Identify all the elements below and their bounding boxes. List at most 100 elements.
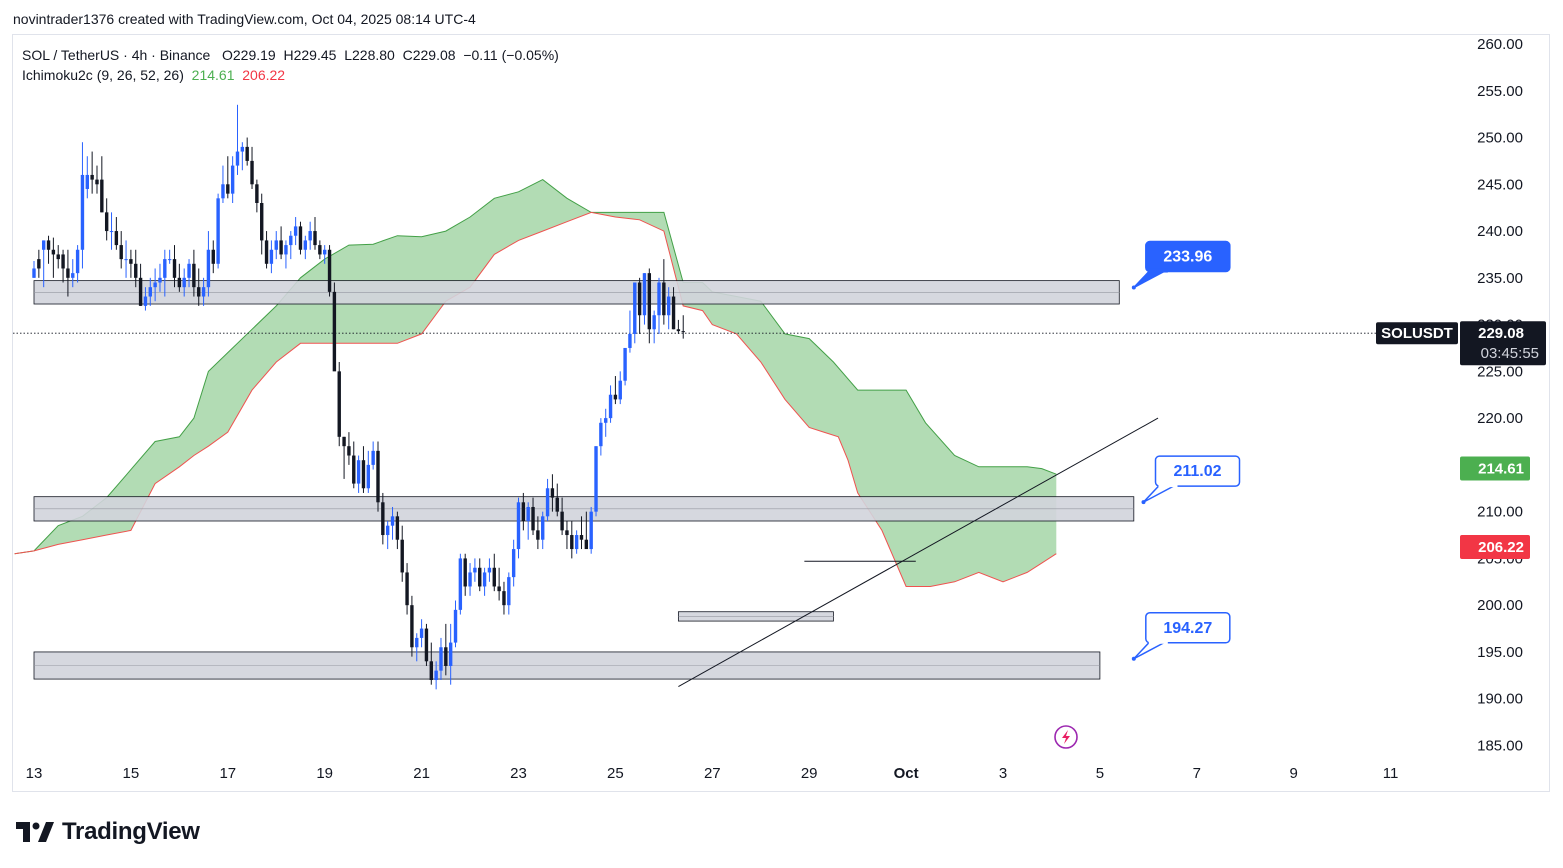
candle-body	[163, 259, 167, 278]
candle-60	[323, 245, 327, 264]
candle-body	[274, 240, 278, 250]
price-tick-label: 245.00	[1477, 176, 1523, 193]
candle-54	[293, 217, 298, 246]
candle-132	[671, 287, 676, 330]
candle-67	[356, 455, 361, 493]
candle-body	[235, 151, 240, 166]
candle-122	[623, 347, 627, 386]
candle-body	[662, 282, 666, 316]
candle-93	[482, 567, 487, 596]
candle-62	[332, 282, 337, 372]
candle-50	[274, 231, 278, 260]
candle-body	[298, 226, 303, 250]
candle-body	[681, 331, 685, 333]
candle-3	[46, 235, 51, 264]
time-tick-label: 23	[510, 765, 527, 782]
candle-75	[395, 511, 400, 550]
candle-body	[104, 212, 109, 232]
price-tick-label: 195.00	[1477, 644, 1523, 661]
candle-9	[75, 245, 80, 283]
callout-1[interactable]: 211.02	[1141, 455, 1241, 505]
candle-26	[158, 263, 162, 292]
candle-body	[637, 282, 642, 316]
candle-body	[434, 670, 438, 681]
candle-61	[327, 245, 332, 297]
candle-25	[153, 268, 157, 302]
symbol-title[interactable]: SOL / TetherUS · 4h · Binance	[22, 47, 211, 63]
callout-anchor	[1131, 656, 1136, 661]
span-b-line	[14, 211, 1057, 587]
candle-117	[599, 418, 603, 456]
candle-87	[453, 600, 458, 648]
candle-116	[594, 446, 598, 517]
time-tick-label: 7	[1193, 765, 1201, 782]
candle-body	[565, 530, 569, 536]
candle-102	[526, 502, 530, 540]
candle-86	[448, 623, 453, 685]
time-tick-label: 5	[1096, 765, 1104, 782]
candle-34	[197, 268, 201, 306]
candle-body	[206, 249, 211, 288]
candle-115	[589, 506, 593, 554]
symbol-tag	[1376, 322, 1458, 345]
candle-body	[109, 231, 114, 233]
candle-body	[492, 567, 496, 587]
lightning-icon[interactable]	[1054, 725, 1078, 749]
callout-text: 211.02	[1173, 463, 1221, 480]
candle-body	[444, 647, 448, 666]
indicator-name[interactable]: Ichimoku2c (9, 26, 52, 26)	[22, 67, 184, 83]
candle-body	[599, 422, 603, 447]
candle-129	[657, 277, 661, 334]
candle-108	[555, 483, 559, 517]
candle-body	[579, 535, 584, 540]
callout-pointer	[1142, 484, 1177, 503]
candle-body	[71, 273, 75, 278]
candle-113	[579, 516, 584, 550]
candle-body	[647, 273, 652, 330]
candle-100	[516, 497, 521, 559]
candle-10	[80, 142, 85, 269]
candle-body	[584, 539, 589, 550]
candle-76	[400, 525, 404, 582]
candle-body	[526, 506, 530, 522]
candle-body	[478, 567, 482, 587]
candle-body	[337, 371, 341, 437]
candle-98	[507, 572, 511, 615]
candle-body	[555, 497, 559, 512]
callout-pointer	[1133, 269, 1167, 289]
candle-97	[502, 581, 506, 615]
callout-0[interactable]: 233.96	[1131, 240, 1231, 290]
indicator-legend-row: Ichimoku2c (9, 26, 52, 26) 214.61 206.22	[22, 65, 559, 85]
time-tick-label: 9	[1290, 765, 1298, 782]
candle-body	[376, 450, 380, 503]
candle-body	[642, 273, 647, 316]
candle-body	[216, 198, 220, 264]
callout-2[interactable]: 194.27	[1131, 612, 1231, 661]
candle-body	[318, 245, 322, 255]
candle-body	[536, 530, 540, 540]
candle-51	[279, 226, 283, 260]
candle-33	[192, 249, 196, 297]
candle-body	[594, 446, 598, 512]
candle-7	[66, 249, 70, 297]
candle-40	[226, 156, 230, 199]
price-tick-label: 220.00	[1477, 410, 1523, 427]
time-tick-label: 11	[1383, 765, 1399, 782]
candle-120	[613, 376, 618, 405]
candle-126	[642, 273, 647, 325]
candle-body	[415, 637, 419, 648]
candle-body	[138, 277, 143, 306]
candle-21	[134, 249, 138, 288]
candle-body	[153, 282, 157, 288]
candle-body	[521, 502, 526, 522]
callout-joint	[1158, 483, 1178, 488]
candle-44	[245, 137, 249, 166]
candle-0	[32, 260, 36, 278]
candle-70	[371, 441, 375, 470]
candle-body	[134, 263, 138, 278]
candle-123	[628, 310, 632, 353]
price-tick-label: 240.00	[1477, 223, 1523, 240]
candle-11	[85, 156, 89, 199]
chart-legend: SOL / TetherUS · 4h · Binance O229.19 H2…	[22, 45, 559, 85]
